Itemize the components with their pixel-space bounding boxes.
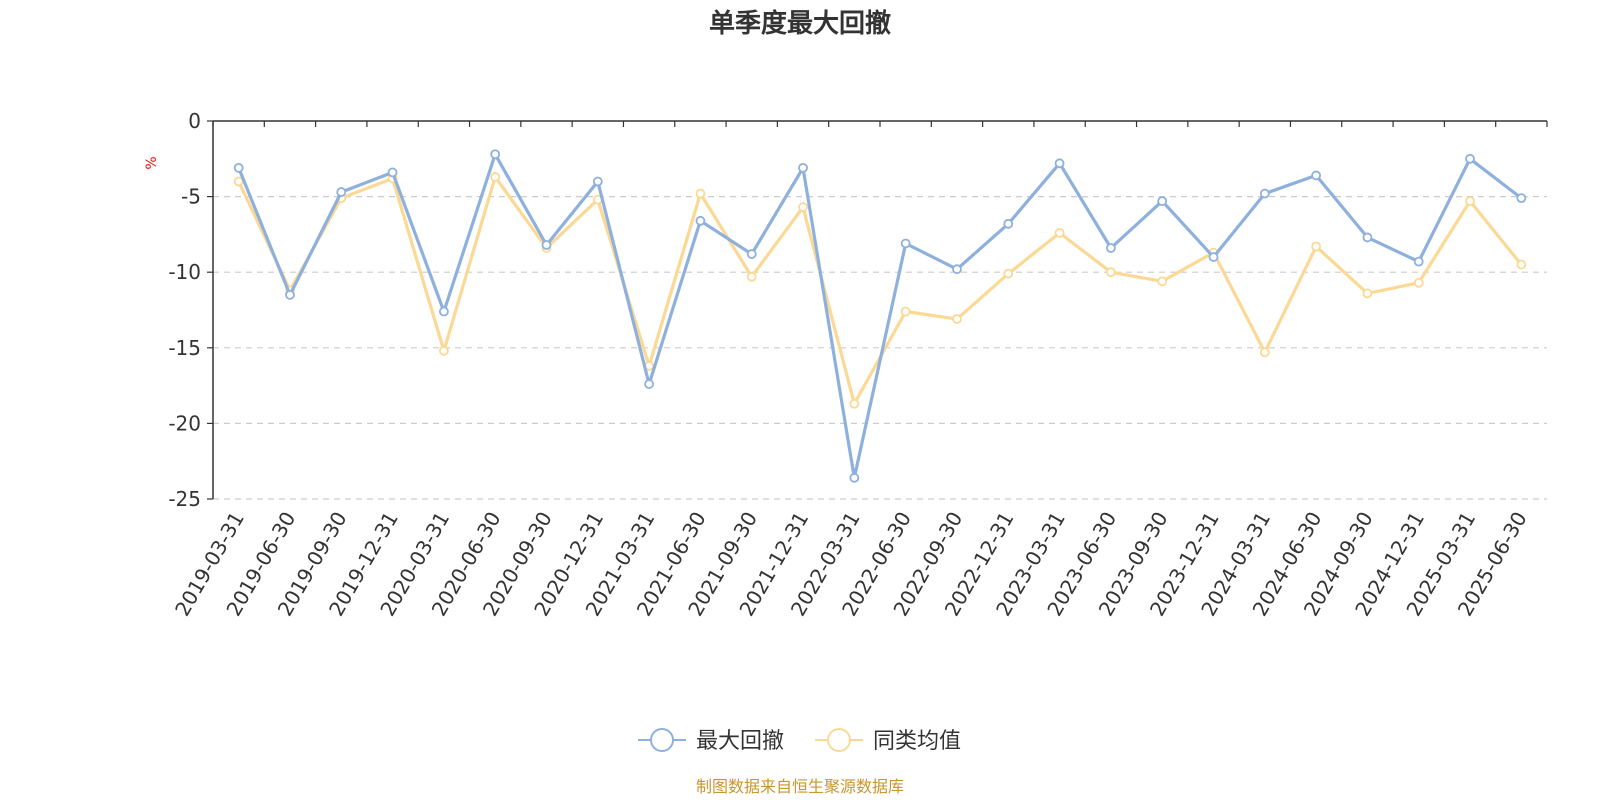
data-point[interactable] [900, 306, 911, 317]
data-point[interactable] [849, 398, 860, 409]
data-point[interactable] [592, 176, 603, 187]
legend-marker [650, 728, 674, 752]
legend-item[interactable]: 同类均值 [815, 728, 961, 754]
data-point[interactable] [695, 188, 706, 199]
data-point[interactable] [1208, 252, 1219, 262]
data-point[interactable] [541, 240, 552, 250]
data-point[interactable] [798, 202, 808, 213]
y-tick-label: 0 [188, 109, 201, 133]
data-point[interactable] [1105, 267, 1116, 278]
data-point[interactable] [952, 314, 962, 324]
data-point[interactable] [285, 289, 295, 300]
data-point[interactable] [746, 249, 757, 259]
grid-lines [213, 196, 1547, 500]
data-point[interactable] [900, 238, 911, 249]
series-group [233, 172, 1527, 409]
legend[interactable]: 最大回撤 同类均值 [638, 728, 961, 754]
series-line [237, 152, 1523, 480]
data-point[interactable] [233, 162, 244, 173]
data-point[interactable] [1311, 241, 1322, 252]
data-point[interactable] [490, 172, 501, 182]
data-point[interactable] [1516, 193, 1527, 204]
y-tick-label: -20 [168, 411, 201, 435]
data-point[interactable] [1413, 277, 1424, 288]
series-line [237, 175, 1523, 406]
legend-label: 最大回撤 [696, 729, 784, 754]
legend-item[interactable]: 最大回撤 [638, 728, 784, 754]
data-point[interactable] [1003, 268, 1014, 279]
chart-title: 单季度最大回撤 [709, 8, 891, 39]
data-point[interactable] [1516, 259, 1527, 270]
data-point[interactable] [490, 149, 501, 160]
y-tick-labels: 0 -5 -10 -15 -20 -25 [168, 109, 201, 511]
series-layer [233, 149, 1527, 483]
series-group [233, 149, 1527, 483]
data-point[interactable] [798, 162, 808, 173]
y-tick-label: -5 [181, 185, 201, 209]
data-point[interactable] [1054, 227, 1065, 238]
legend-label: 同类均值 [873, 729, 961, 754]
data-point[interactable] [387, 167, 398, 178]
legend-marker [827, 728, 851, 752]
y-tick-label: -25 [168, 487, 201, 511]
data-point[interactable] [1465, 153, 1475, 164]
data-point[interactable] [1362, 288, 1373, 299]
data-point[interactable] [438, 345, 449, 356]
data-point[interactable] [849, 472, 860, 483]
data-point[interactable] [1465, 196, 1475, 207]
data-point[interactable] [1157, 196, 1168, 207]
data-point[interactable] [695, 215, 706, 226]
y-axis-unit: % [144, 156, 160, 169]
data-point[interactable] [336, 187, 347, 197]
data-point[interactable] [1054, 158, 1065, 169]
data-point[interactable] [1413, 256, 1424, 267]
axes [207, 120, 1548, 500]
x-tick-labels: 2019-03-312019-06-302019-09-302019-12-31… [170, 507, 1532, 620]
data-point[interactable] [438, 306, 449, 317]
data-point[interactable] [1311, 170, 1322, 181]
data-point[interactable] [644, 379, 655, 389]
data-point[interactable] [1003, 218, 1014, 229]
source-note: 制图数据来自恒生聚源数据库 [696, 777, 904, 796]
data-point[interactable] [1259, 347, 1270, 358]
data-point[interactable] [746, 271, 757, 282]
y-tick-label: -10 [168, 260, 201, 284]
data-point[interactable] [1157, 276, 1168, 287]
data-point[interactable] [1259, 188, 1270, 199]
data-point[interactable] [1105, 243, 1116, 253]
y-tick-label: -15 [168, 336, 201, 360]
data-point[interactable] [1362, 232, 1373, 243]
data-point[interactable] [952, 264, 962, 275]
